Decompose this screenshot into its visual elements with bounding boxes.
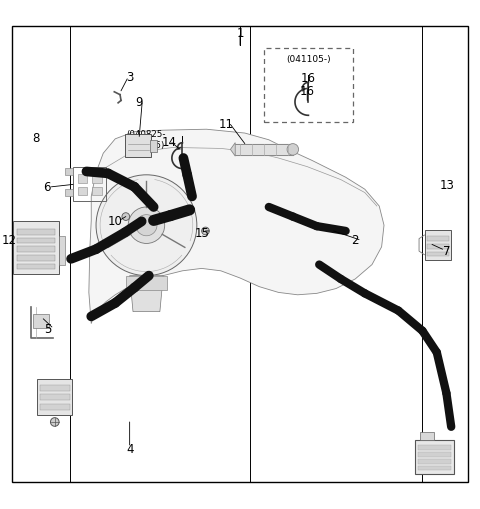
Circle shape	[136, 215, 157, 236]
Text: (041105-): (041105-)	[286, 55, 331, 64]
Bar	[427, 252, 449, 257]
Bar	[150, 140, 157, 153]
Bar	[418, 453, 451, 457]
Bar	[37, 379, 72, 415]
Bar	[425, 231, 451, 260]
Bar	[92, 187, 102, 196]
Bar	[17, 247, 55, 252]
Bar	[65, 169, 73, 176]
Bar	[17, 238, 55, 244]
Polygon shape	[230, 144, 235, 157]
Text: 15: 15	[194, 227, 209, 239]
Text: (040825-
041105): (040825- 041105)	[127, 130, 166, 149]
Text: 3: 3	[126, 71, 133, 84]
Circle shape	[96, 176, 197, 276]
Bar	[17, 256, 55, 261]
Bar	[13, 222, 59, 275]
Polygon shape	[89, 130, 384, 324]
Circle shape	[122, 213, 130, 221]
Circle shape	[202, 228, 209, 235]
FancyBboxPatch shape	[125, 135, 151, 157]
Text: 5: 5	[44, 322, 52, 335]
Bar	[65, 190, 73, 197]
Bar	[415, 440, 454, 474]
Bar	[33, 315, 49, 329]
Bar	[40, 394, 70, 401]
Text: 1: 1	[236, 26, 244, 40]
Text: 4: 4	[126, 442, 133, 455]
Text: 7: 7	[443, 244, 450, 257]
Bar	[92, 175, 102, 184]
Polygon shape	[420, 432, 434, 440]
Text: 10: 10	[108, 214, 123, 228]
Bar	[264, 48, 353, 123]
Polygon shape	[130, 276, 163, 312]
Text: 13: 13	[440, 179, 455, 191]
Text: 11: 11	[219, 118, 234, 131]
Bar	[17, 264, 55, 270]
Bar	[418, 445, 451, 450]
Text: 16: 16	[301, 72, 316, 84]
Bar	[418, 466, 451, 470]
Bar	[78, 175, 87, 184]
Bar	[427, 237, 449, 242]
Text: 14: 14	[161, 135, 177, 149]
Bar	[427, 244, 449, 249]
Bar	[17, 230, 55, 235]
Circle shape	[287, 145, 299, 156]
Text: 8: 8	[32, 132, 40, 145]
Bar	[78, 187, 87, 196]
Bar	[59, 236, 65, 265]
Bar	[40, 385, 70, 391]
Text: 12: 12	[2, 234, 17, 247]
Bar	[126, 276, 167, 291]
Circle shape	[50, 418, 59, 427]
Bar	[73, 167, 106, 202]
Text: 9: 9	[135, 96, 143, 108]
Circle shape	[128, 208, 165, 244]
Text: 16: 16	[300, 85, 315, 98]
Bar	[418, 459, 451, 464]
Text: 6: 6	[43, 181, 51, 194]
Text: 2: 2	[351, 234, 359, 247]
Bar	[40, 404, 70, 410]
